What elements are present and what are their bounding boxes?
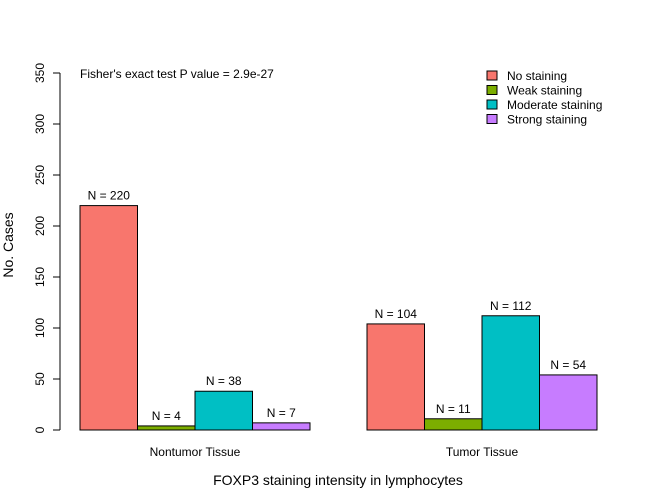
y-axis: 0 50 100 150 200 250 300 350 xyxy=(33,63,61,433)
y-tick-label: 100 xyxy=(33,318,47,338)
bar xyxy=(366,323,425,431)
bar-labels-group: N = 220 N = 4 N = 38 N = 7 N = 104 N = 11 N = … xyxy=(88,189,587,423)
bar xyxy=(137,425,196,431)
bar xyxy=(424,418,483,431)
x-axis-title: FOXP3 staining intensity in lymphocytes xyxy=(213,472,463,488)
bar-value-label: N = 11 xyxy=(436,402,471,416)
bar xyxy=(481,315,540,431)
y-tick-label: 300 xyxy=(33,114,47,134)
y-tick-label: 350 xyxy=(33,63,47,83)
bar xyxy=(539,374,598,431)
legend-swatch xyxy=(486,99,498,110)
y-tick-label: 50 xyxy=(33,372,47,386)
y-tick-label: 250 xyxy=(33,165,47,185)
bar xyxy=(194,390,253,431)
y-tick-label: 200 xyxy=(33,216,47,236)
bar-value-label: N = 220 xyxy=(88,189,131,203)
bar-value-label: N = 7 xyxy=(267,406,296,420)
bar-value-label: N = 4 xyxy=(152,409,181,423)
bars-group xyxy=(79,205,598,431)
legend-label: No staining xyxy=(507,69,567,83)
bar xyxy=(252,422,311,431)
legend-label: Strong staining xyxy=(507,113,587,127)
bar-value-label: N = 104 xyxy=(375,307,418,321)
y-tick-label: 0 xyxy=(33,426,47,433)
fisher-test-annotation: Fisher's exact test P value = 2.9e-27 xyxy=(80,67,274,81)
bar-value-label: N = 38 xyxy=(206,374,242,388)
bar xyxy=(79,205,138,431)
legend-swatch xyxy=(486,70,498,81)
x-category-label: Nontumor Tissue xyxy=(150,445,241,459)
y-tick-label: 150 xyxy=(33,267,47,287)
x-category-labels: Nontumor Tissue Tumor Tissue xyxy=(150,445,519,459)
legend-swatch xyxy=(486,85,498,95)
x-category-label: Tumor Tissue xyxy=(446,445,519,459)
legend-label: Weak staining xyxy=(507,84,582,98)
legend-swatch xyxy=(486,114,498,124)
legend-label: Moderate staining xyxy=(507,98,602,112)
bar-value-label: N = 112 xyxy=(490,299,532,313)
bar-value-label: N = 54 xyxy=(550,358,586,372)
y-axis-title: No. Cases xyxy=(0,212,16,277)
